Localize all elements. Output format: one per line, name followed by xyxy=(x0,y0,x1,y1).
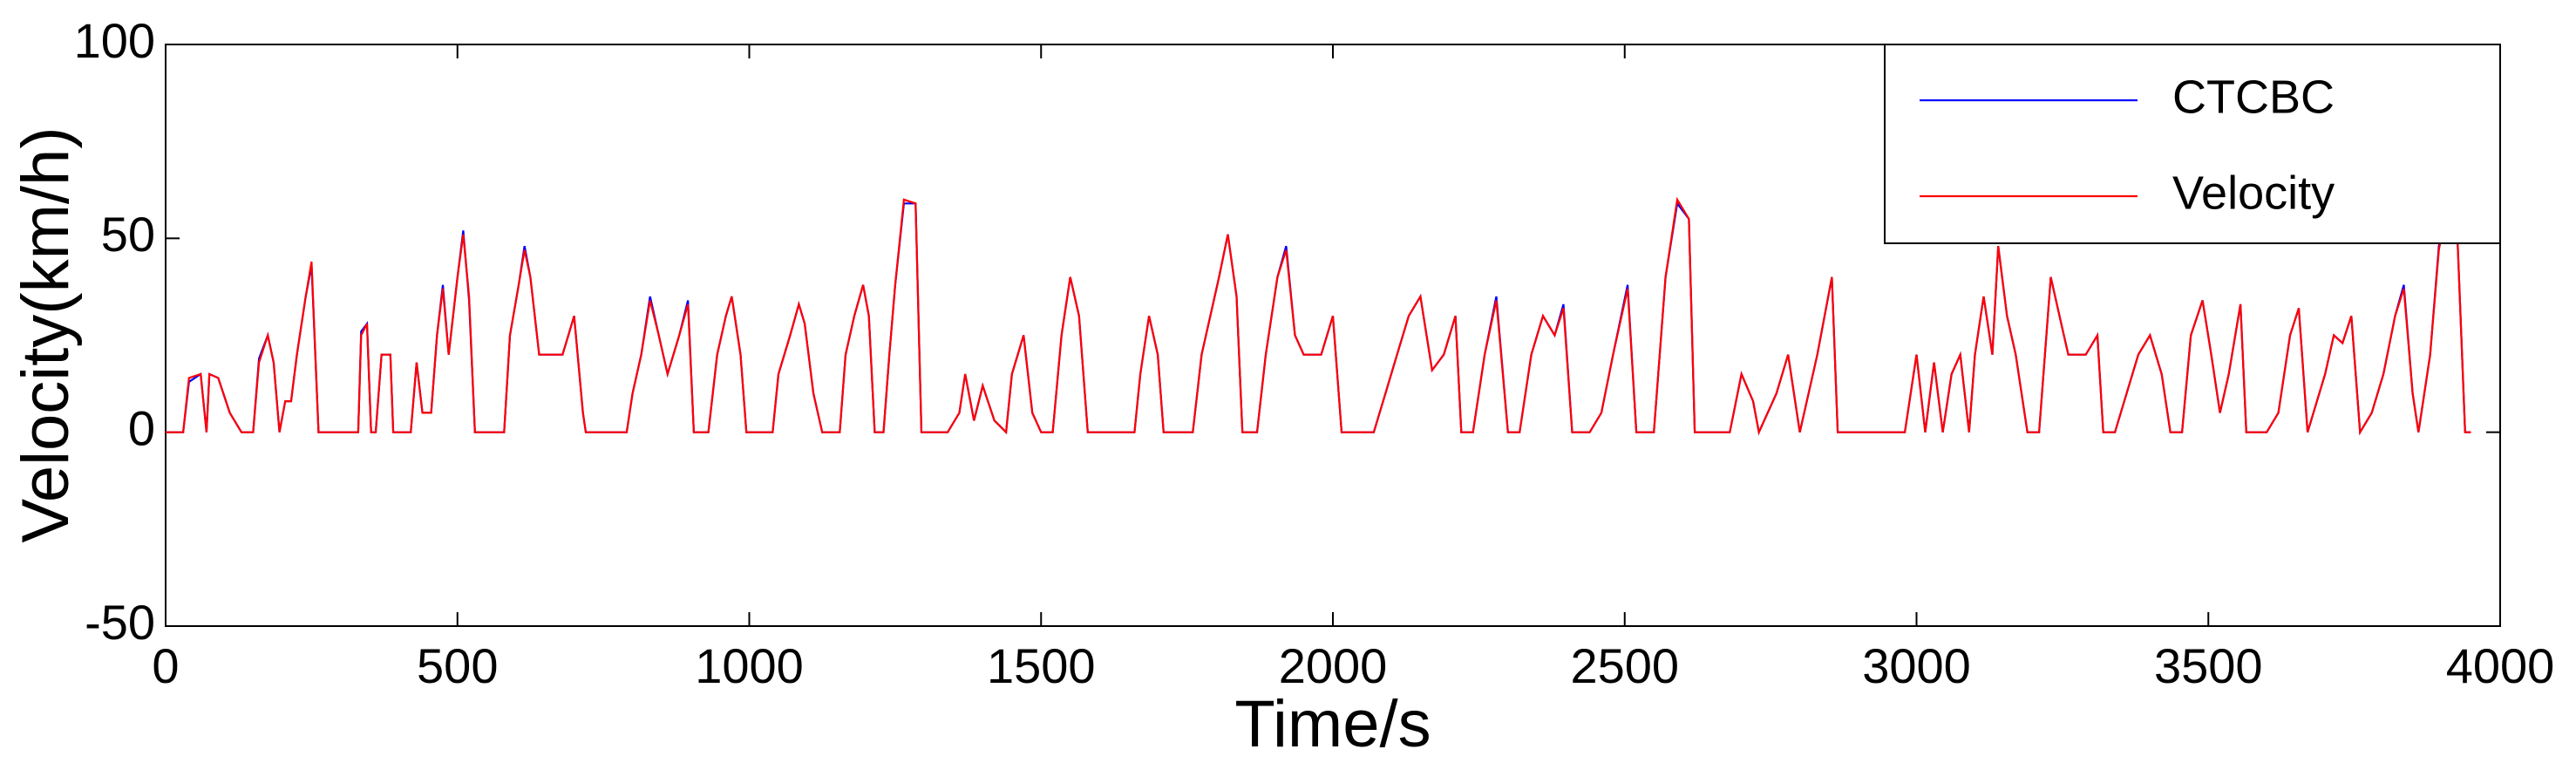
y-axis-label: Velocity(km/h) xyxy=(9,126,83,542)
x-tick-label: 2000 xyxy=(1279,638,1388,693)
x-tick-label: 3500 xyxy=(2154,638,2263,693)
x-axis-label: Time/s xyxy=(1234,687,1431,761)
y-tick-label: 0 xyxy=(128,400,155,455)
legend-label: CTCBC xyxy=(2172,71,2335,123)
x-tick-label: 4000 xyxy=(2446,638,2555,693)
series-line xyxy=(166,196,2471,436)
x-tick-label: 1000 xyxy=(695,638,804,693)
x-tick-label: 0 xyxy=(152,638,179,693)
y-tick-label: -50 xyxy=(85,595,155,650)
x-tick-label: 2500 xyxy=(1570,638,1679,693)
y-tick-label: 100 xyxy=(74,13,155,68)
x-tick-label: 1500 xyxy=(987,638,1096,693)
x-tick-label: 500 xyxy=(417,638,498,693)
legend-label: Velocity xyxy=(2172,167,2335,219)
y-tick-label: 50 xyxy=(101,207,155,262)
legend-box xyxy=(1884,44,2501,244)
x-tick-label: 3000 xyxy=(1862,638,1971,693)
